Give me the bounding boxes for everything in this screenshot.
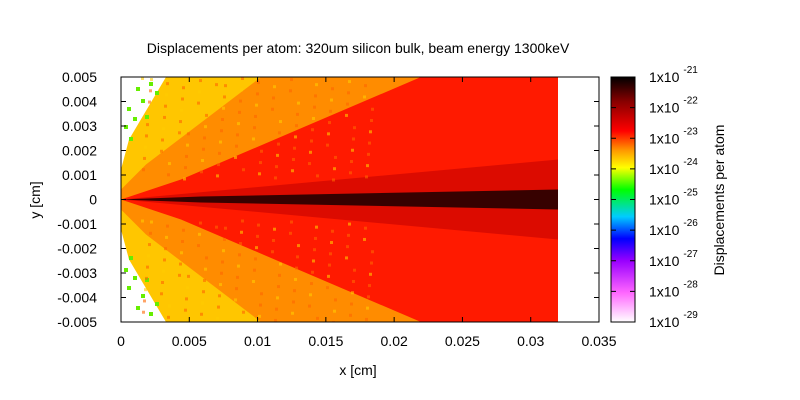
chart-title: Displacements per atom: 320um silicon bu… [147,40,570,56]
colorbar-tick-base: 1x10 [649,283,680,299]
x-tick-label: 0 [117,333,125,349]
x-tick-label: 0.02 [381,333,408,349]
y-tick-label: 0.005 [62,69,97,85]
colorbar-tick-label: 1x10 -26 [649,218,698,238]
colorbar-tick-base: 1x10 [649,253,680,269]
colorbar-tick-base: 1x10 [649,192,680,208]
x-tick-label: 0.01 [244,333,271,349]
colorbar-tick-exponent: -28 [683,279,698,290]
colorbar-tick-exponent: -27 [683,249,698,260]
y-tick-label: -0.001 [57,216,97,232]
colorbar-tick-exponent: -25 [683,188,698,199]
colorbar-tick-label: 1x10 -27 [649,249,698,269]
y-tick-label: 0.003 [62,118,97,134]
colorbar-tick-base: 1x10 [649,69,680,85]
x-tick-label: 0.005 [172,333,207,349]
heatmap-plot-area [121,77,599,322]
colorbar-tick-label: 1x10 -23 [649,126,698,146]
heatmap-lower-halo [121,199,421,322]
y-tick-label: 0.004 [62,94,97,110]
colorbar-tick-label: 1x10 -28 [649,279,698,299]
x-tick-label: 0.03 [517,333,544,349]
heatmap-upper-halo [121,77,421,200]
colorbar-tick-exponent: -26 [683,218,698,229]
heatmap-beam-core [121,189,559,210]
y-tick-label: 0 [89,192,97,208]
y-tick-label: -0.005 [57,314,97,330]
y-tick-label: -0.002 [57,241,97,257]
y-axis-label: y [cm] [27,181,43,218]
colorbar-tick-base: 1x10 [649,130,680,146]
colorbar-tick-label: 1x10 -25 [649,188,698,208]
colorbar-tick-exponent: -21 [683,65,698,76]
x-tick-label: 0.015 [308,333,343,349]
colorbar-tick-label: 1x10 -21 [649,65,698,85]
x-axis-label: x [cm] [339,362,376,378]
colorbar-label: Displacements per atom [711,125,727,276]
y-tick-label: 0.001 [62,167,97,183]
colorbar-tick-base: 1x10 [649,161,680,177]
x-tick-label: 0.035 [581,333,616,349]
colorbar-tick-exponent: -23 [683,126,698,137]
colorbar-tick-label: 1x10 -29 [649,310,698,330]
y-tick-label: 0.002 [62,143,97,159]
colorbar-tick-exponent: -24 [683,157,698,168]
colorbar-tick-label: 1x10 -24 [649,157,698,177]
y-tick-label: -0.004 [57,290,97,306]
colorbar-tick-base: 1x10 [649,100,680,116]
colorbar-tick-base: 1x10 [649,222,680,238]
y-tick-label: -0.003 [57,265,97,281]
colorbar-tick-label: 1x10 -22 [649,96,698,116]
x-tick-label: 0.025 [445,333,480,349]
x-axis: 0 0.005 0.01 0.015 0.02 0.025 0.03 0.035 [117,77,617,349]
colorbar-tick-base: 1x10 [649,314,680,330]
heatmap-empty-region [558,77,599,322]
y-axis: 0.005 0.004 0.003 0.002 0.001 0 -0.001 -0.002 -0… [57,69,599,330]
colorbar-tick-exponent: -22 [683,96,698,107]
colorbar-tick-exponent: -29 [683,310,698,321]
